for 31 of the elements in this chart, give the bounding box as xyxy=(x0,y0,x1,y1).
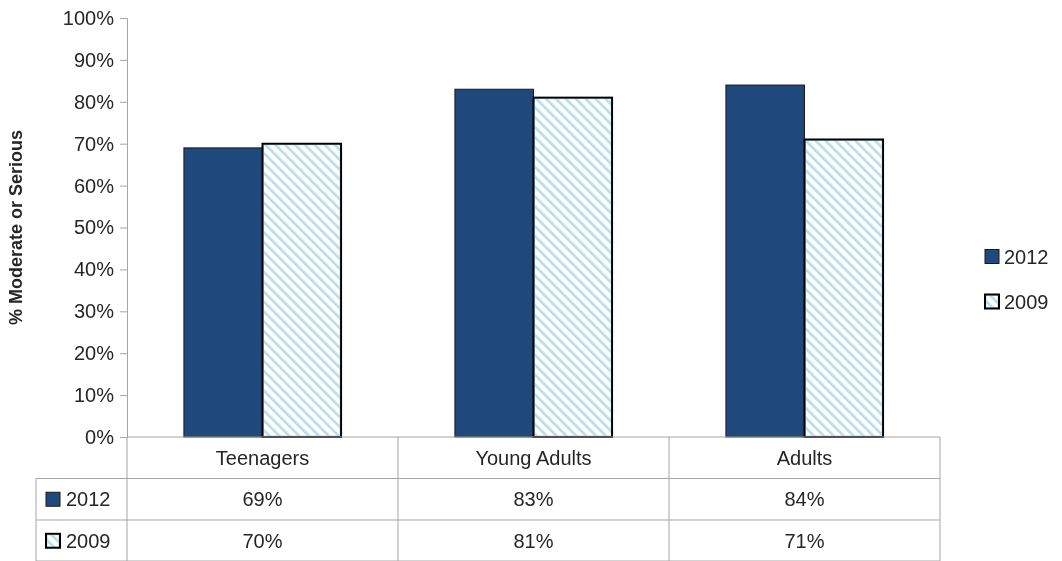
y-tick-label: 40% xyxy=(73,258,115,281)
data-label: 81% xyxy=(513,529,554,552)
y-tick-label: 100% xyxy=(62,6,115,29)
y-tick-label: 60% xyxy=(73,174,115,197)
x-tick-label: Teenagers xyxy=(215,446,310,469)
bar xyxy=(183,147,263,438)
legend-label: 2012 xyxy=(66,488,111,511)
data-label: 71% xyxy=(784,529,825,552)
data-label: 83% xyxy=(513,488,554,511)
x-tick-label: Young Adults xyxy=(475,446,592,469)
text: 2009 xyxy=(66,529,111,552)
bar xyxy=(532,96,614,438)
y-tick-label: 50% xyxy=(73,216,115,239)
x-tick-label: Adults xyxy=(776,446,833,469)
y-tick-label: 90% xyxy=(73,48,115,71)
bar xyxy=(454,88,534,438)
y-tick-label: 20% xyxy=(73,342,115,365)
y-tick-label: 80% xyxy=(73,90,115,113)
data-label: 84% xyxy=(784,488,825,511)
bar xyxy=(725,84,805,438)
bar xyxy=(261,142,343,438)
y-tick-label: 10% xyxy=(73,384,115,406)
legend-label: 2009 xyxy=(1004,290,1049,313)
data-label: 70% xyxy=(242,529,283,552)
y-tick-label: 30% xyxy=(73,300,115,323)
bar xyxy=(803,138,885,438)
text: 2012 xyxy=(1004,245,1049,268)
y-tick-label: 70% xyxy=(73,132,115,155)
y-tick-label: 0% xyxy=(85,425,115,448)
data-label: 69% xyxy=(242,488,283,511)
y-axis-title: % Moderate or Serious xyxy=(6,129,26,326)
